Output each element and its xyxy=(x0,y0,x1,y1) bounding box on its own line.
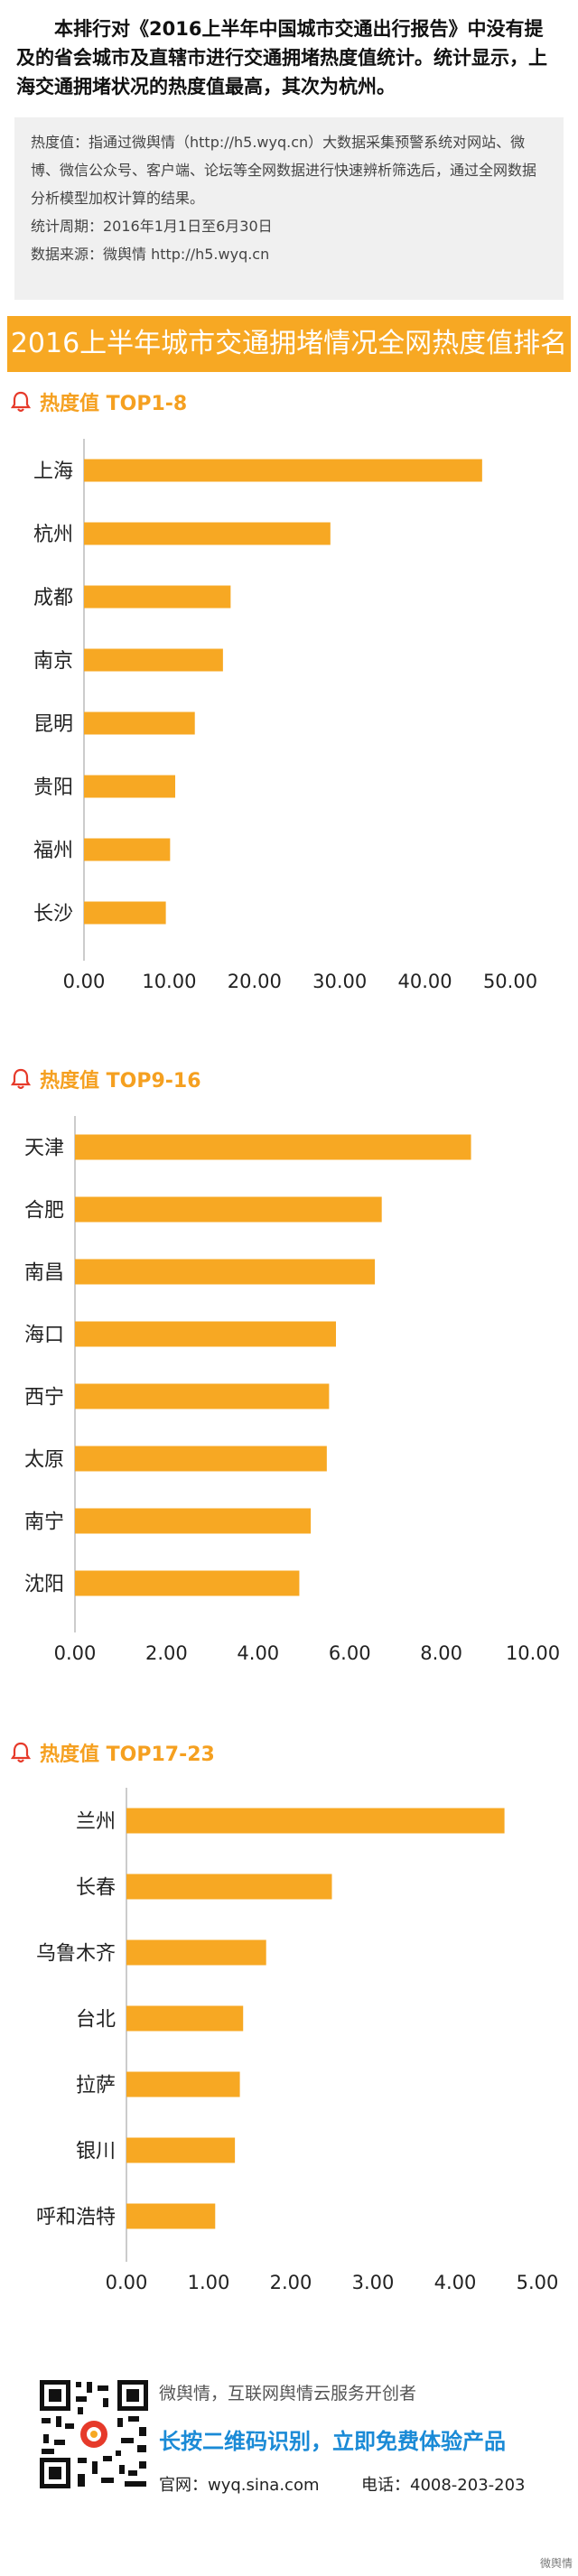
category-label: 上海 xyxy=(33,460,73,483)
x-tick-label: 30.00 xyxy=(312,971,367,992)
x-tick-label: 5.00 xyxy=(517,2272,559,2293)
x-tick-label: 6.00 xyxy=(329,1642,371,1664)
section-title: 热度值 TOP17-23 xyxy=(40,1744,215,1766)
intro-text: 本排行对《2016上半年中国城市交通出行报告》中没有提及的省会城市及直辖市进行交… xyxy=(16,18,547,98)
section-top9-16: 热度值 TOP9-16 天津合肥南昌海口西宁太原南宁沈阳 0.00 2.00 4.00… xyxy=(0,1058,578,1730)
bar xyxy=(126,2203,216,2229)
bar xyxy=(75,1570,300,1596)
x-tick-label: 4.00 xyxy=(434,2272,477,2293)
x-tick-label: 2.00 xyxy=(270,2272,312,2293)
bar xyxy=(126,2005,244,2032)
category-label: 福州 xyxy=(33,840,73,862)
category-label: 呼和浩特 xyxy=(36,2207,116,2229)
bar xyxy=(84,522,331,545)
note-source: 数据来源：微舆情 http://h5.wyq.cn xyxy=(31,246,270,263)
bell-icon xyxy=(11,1068,31,1090)
section-title: 热度值 TOP1-8 xyxy=(40,393,188,415)
section-title: 热度值 TOP9-16 xyxy=(40,1070,201,1093)
category-label: 杭州 xyxy=(33,524,73,546)
category-label: 兰州 xyxy=(76,1811,116,1834)
section-header: 热度值 TOP9-16 xyxy=(0,1058,578,1100)
category-label: 海口 xyxy=(24,1325,64,1347)
category-label: 台北 xyxy=(76,2009,116,2032)
bell-icon xyxy=(11,1742,31,1763)
bar xyxy=(84,711,195,735)
category-label: 成都 xyxy=(33,587,73,609)
bell-icon xyxy=(11,391,31,413)
category-label: 长春 xyxy=(76,1877,116,1900)
footer-cta: 长按二维码识别，立即免费体验产品 xyxy=(159,2429,506,2454)
footer-site[interactable]: 官网：wyq.sina.com xyxy=(159,2476,320,2495)
category-label: 贵阳 xyxy=(33,777,73,799)
bar xyxy=(75,1259,376,1285)
category-label: 银川 xyxy=(76,2141,116,2163)
category-label: 南昌 xyxy=(24,1262,64,1285)
bar xyxy=(75,1321,336,1347)
x-tick-label: 10.00 xyxy=(142,971,196,992)
bar xyxy=(75,1383,330,1409)
category-label: 南宁 xyxy=(24,1511,64,1534)
x-tick-label: 10.00 xyxy=(506,1642,560,1664)
footer-slogan: 微舆情，互联网舆情云服务开创者 xyxy=(159,2384,417,2404)
category-label: 昆明 xyxy=(33,713,73,736)
footer-phone: 电话：4008-203-203 xyxy=(361,2476,526,2495)
x-tick-label: 2.00 xyxy=(145,1642,188,1664)
bar xyxy=(126,2137,236,2163)
x-tick-label: 3.00 xyxy=(352,2272,395,2293)
section-header: 热度值 TOP1-8 xyxy=(0,381,578,423)
category-label: 西宁 xyxy=(24,1387,64,1409)
bar xyxy=(126,2071,240,2097)
x-tick-label: 0.00 xyxy=(54,1642,97,1664)
bar xyxy=(75,1508,312,1534)
ranking-banner: 2016上半年城市交通拥堵情况全网热度值排名 xyxy=(7,316,571,372)
qr-code-icon[interactable] xyxy=(38,2378,150,2490)
category-label: 拉萨 xyxy=(76,2075,116,2097)
category-label: 太原 xyxy=(24,1449,64,1472)
section-header: 热度值 TOP17-23 xyxy=(0,1732,578,1773)
category-label: 沈阳 xyxy=(24,1574,64,1596)
x-tick-label: 40.00 xyxy=(398,971,452,992)
category-label: 南京 xyxy=(33,650,73,673)
x-tick-label: 8.00 xyxy=(420,1642,462,1664)
note-period: 统计周期：2016年1月1日至6月30日 xyxy=(31,218,273,235)
bar xyxy=(75,1196,382,1223)
category-label: 长沙 xyxy=(33,903,73,925)
bar xyxy=(84,648,223,672)
bar xyxy=(84,775,176,798)
bar xyxy=(84,901,166,925)
category-label: 合肥 xyxy=(24,1200,64,1223)
watermark: 微舆情 xyxy=(539,2557,573,2570)
x-tick-label: 20.00 xyxy=(228,971,282,992)
bar xyxy=(126,1808,505,1834)
x-tick-label: 1.00 xyxy=(188,2272,230,2293)
x-tick-label: 0.00 xyxy=(63,971,106,992)
bar xyxy=(75,1446,327,1472)
notes-box: 热度值：指通过微舆情（http://h5.wyq.cn）大数据采集预警系统对网站… xyxy=(14,117,564,300)
category-label: 天津 xyxy=(24,1138,64,1160)
x-tick-label: 0.00 xyxy=(106,2272,148,2293)
section-top1-8: 热度值 TOP1-8 上海杭州成都南京昆明贵阳福州长沙 0.00 10.00 20.0… xyxy=(0,381,578,1055)
bar xyxy=(84,459,482,482)
section-top17-23: 热度值 TOP17-23 兰州长春乌鲁木齐台北拉萨银川呼和浩特 0.00 1.00 2… xyxy=(0,1732,578,2315)
note-definition: 热度值：指通过微舆情（http://h5.wyq.cn）大数据采集预警系统对网站… xyxy=(31,134,537,207)
bar xyxy=(126,1874,332,1900)
footer: 微舆情，互联网舆情云服务开创者 长按二维码识别，立即免费体验产品 官网：wyq.… xyxy=(0,2373,578,2576)
bar xyxy=(126,1939,266,1966)
category-label: 乌鲁木齐 xyxy=(36,1943,116,1966)
bar xyxy=(75,1134,471,1160)
x-tick-label: 50.00 xyxy=(483,971,537,992)
bar xyxy=(84,585,231,609)
x-tick-label: 4.00 xyxy=(237,1642,279,1664)
bar xyxy=(84,838,171,861)
